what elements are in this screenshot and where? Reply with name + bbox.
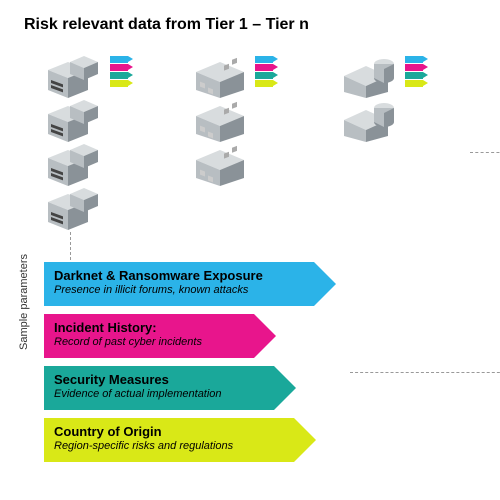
color-tag bbox=[405, 72, 423, 79]
facility-server-icon bbox=[40, 188, 100, 230]
banner-arrow bbox=[294, 418, 316, 462]
banner-arrow bbox=[314, 262, 336, 306]
parameters-list: Darknet & Ransomware ExposurePresence in… bbox=[44, 262, 314, 470]
color-tag bbox=[110, 72, 128, 79]
param-desc: Presence in illicit forums, known attack… bbox=[54, 284, 300, 297]
connector-line bbox=[70, 232, 71, 260]
param-title: Incident History: bbox=[54, 320, 240, 336]
facility-tags bbox=[405, 56, 423, 88]
facility-tags bbox=[255, 56, 273, 88]
facility-plant-icon bbox=[340, 100, 400, 142]
color-tag bbox=[405, 56, 423, 63]
param-title: Security Measures bbox=[54, 372, 260, 388]
color-tag bbox=[255, 80, 273, 87]
facility-office-icon bbox=[190, 144, 250, 186]
color-tag bbox=[255, 56, 273, 63]
param-desc: Evidence of actual implementation bbox=[54, 388, 260, 401]
param-banner: Darknet & Ransomware ExposurePresence in… bbox=[44, 262, 314, 306]
page-title: Risk relevant data from Tier 1 – Tier n bbox=[24, 16, 309, 34]
param-banner: Country of OriginRegion-specific risks a… bbox=[44, 418, 294, 462]
param-title: Country of Origin bbox=[54, 424, 280, 440]
color-tag bbox=[110, 64, 128, 71]
connector-line bbox=[350, 372, 500, 373]
facility-plant-icon bbox=[340, 56, 400, 98]
facility-server-icon bbox=[40, 100, 100, 142]
banner-arrow bbox=[254, 314, 276, 358]
color-tag bbox=[110, 56, 128, 63]
facility-server-icon bbox=[40, 56, 100, 98]
facility-office-icon bbox=[190, 56, 250, 98]
banner-arrow bbox=[274, 366, 296, 410]
color-tag bbox=[110, 80, 128, 87]
param-banner: Incident History:Record of past cyber in… bbox=[44, 314, 254, 358]
param-banner: Security MeasuresEvidence of actual impl… bbox=[44, 366, 274, 410]
sidebar-label: Sample parameters bbox=[18, 254, 30, 350]
facilities-area bbox=[40, 56, 480, 246]
color-tag bbox=[405, 80, 423, 87]
param-desc: Region-specific risks and regulations bbox=[54, 440, 280, 453]
param-title: Darknet & Ransomware Exposure bbox=[54, 268, 300, 284]
facility-tags bbox=[110, 56, 128, 88]
facility-office-icon bbox=[190, 100, 250, 142]
color-tag bbox=[405, 64, 423, 71]
facility-server-icon bbox=[40, 144, 100, 186]
connector-line bbox=[470, 152, 500, 372]
color-tag bbox=[255, 72, 273, 79]
color-tag bbox=[255, 64, 273, 71]
param-desc: Record of past cyber incidents bbox=[54, 336, 240, 349]
